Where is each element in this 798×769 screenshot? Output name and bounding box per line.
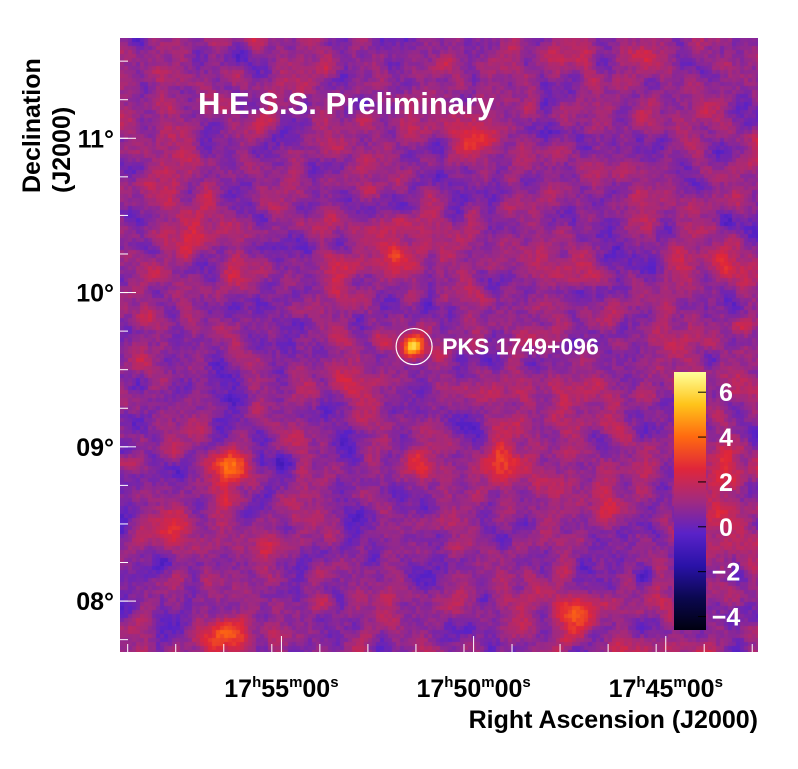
- y-axis-title-line2: (J2000): [48, 107, 76, 193]
- colorbar-ticks: 6 4 2 0 −2 −4: [698, 379, 741, 632]
- heatmap-canvas: [120, 38, 758, 652]
- colorbar-scale: [674, 372, 706, 630]
- colorbar-tick-label: 6: [719, 379, 733, 407]
- colorbar-tick-label: 2: [719, 469, 733, 497]
- colorbar-tick-label: −2: [712, 559, 741, 587]
- y-tick-label: 09°: [76, 434, 114, 462]
- x-tick-labels: 17h55m00s 17h50m00s 17h45m00s: [224, 636, 723, 703]
- source-marker-circle: [395, 327, 433, 366]
- colorbar-tick-label: −4: [712, 604, 741, 632]
- source-label: PKS 1749+096: [442, 334, 599, 360]
- x-minor-ticks: [127, 644, 753, 652]
- x-tick-label: 17h45m00s: [609, 674, 723, 703]
- chart-title: H.E.S.S. Preliminary: [198, 86, 495, 121]
- colorbar-tick-label: 4: [719, 424, 733, 452]
- y-tick-label: 10°: [76, 280, 114, 308]
- y-tick-label: 11°: [78, 125, 114, 153]
- x-axis-title: Right Ascension (J2000): [469, 706, 758, 734]
- colorbar: 6 4 2 0 −2 −4: [674, 372, 740, 632]
- y-tick-label: 08°: [76, 588, 114, 616]
- y-tick-labels: 11° 10° 09° 08°: [76, 125, 136, 616]
- colorbar-tick-label: 0: [719, 514, 733, 542]
- x-tick-label: 17h55m00s: [224, 674, 338, 703]
- heatmap-canvas-wrapper: [120, 38, 758, 652]
- x-tick-label: 17h50m00s: [416, 674, 530, 703]
- y-minor-ticks: [120, 60, 128, 641]
- y-axis-title-line1: Declination: [18, 58, 46, 193]
